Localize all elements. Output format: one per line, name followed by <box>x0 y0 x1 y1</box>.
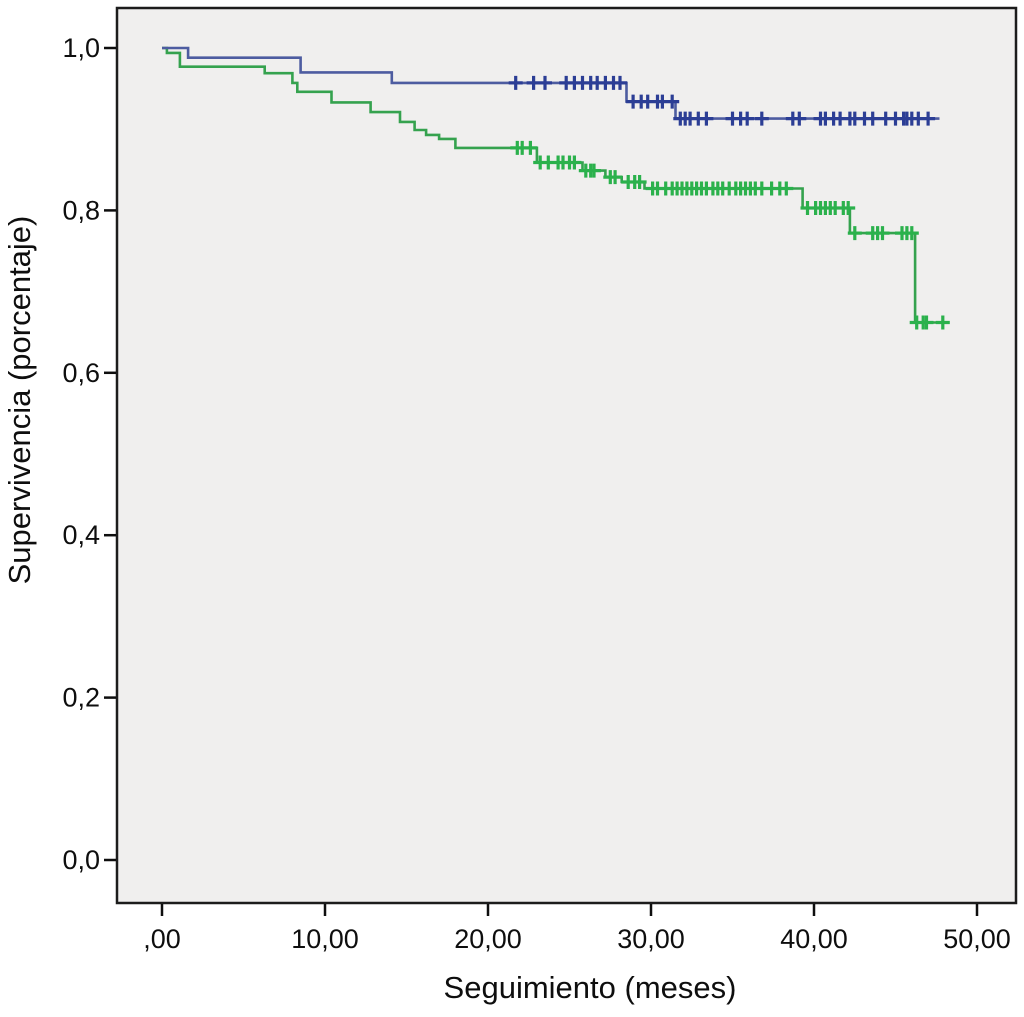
survival-curve-grupo-azul <box>162 46 940 120</box>
axes-layer: ,00 10,00 20,00 30,00 40,00 50,00 0,0 0,2 0,4 0,6… <box>62 33 1010 954</box>
y-tick-label: 0,2 <box>62 683 100 713</box>
censor-marks-grupo-verde <box>510 140 950 330</box>
x-tick-label: 50,00 <box>943 924 1011 954</box>
y-axis-title: Supervivencia (porcentaje) <box>2 216 37 585</box>
censor-marks-grupo-azul <box>508 75 936 126</box>
x-tick-label: 30,00 <box>617 924 685 954</box>
series-layer <box>162 46 950 330</box>
plot-panel <box>115 6 1018 905</box>
y-tick-label: 0,6 <box>62 358 100 388</box>
x-tick-label: 20,00 <box>454 924 522 954</box>
plot-area <box>115 6 1018 905</box>
y-tick-label: 0,0 <box>62 845 100 875</box>
x-tick-label: 10,00 <box>291 924 359 954</box>
x-tick-label: ,00 <box>143 924 181 954</box>
y-tick-label: 0,8 <box>62 195 100 225</box>
y-tick-label: 1,0 <box>62 33 100 63</box>
x-axis-title: Seguimiento (meses) <box>444 970 737 1005</box>
x-tick-label: 40,00 <box>780 924 848 954</box>
y-tick-label: 0,4 <box>62 520 100 550</box>
